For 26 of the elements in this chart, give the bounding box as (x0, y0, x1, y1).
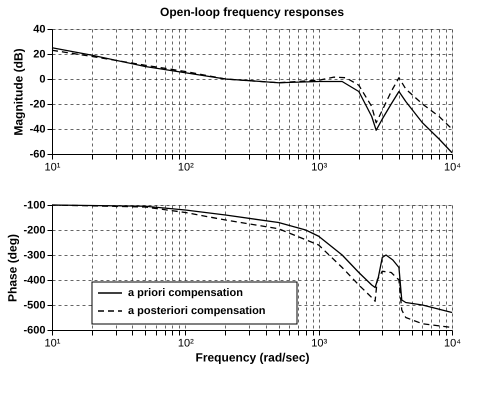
y-tick-label: -20 (30, 98, 46, 110)
y-tick-label: -600 (23, 324, 46, 336)
y-tick-label: 40 (33, 24, 46, 36)
x-axis-title: Frequency (rad/sec) (195, 350, 310, 364)
y-axis-title: Phase (deg) (5, 234, 20, 302)
x-tick-label: 10⁴ (444, 162, 462, 174)
y-tick-label: 20 (33, 48, 46, 60)
legend-label: a priori compensation (128, 287, 244, 299)
y-tick-label: -60 (30, 148, 46, 160)
x-tick-label: 10² (178, 162, 194, 174)
y-tick-label: -40 (30, 124, 46, 136)
y-tick-label: -200 (23, 224, 46, 236)
y-tick-label: -300 (23, 250, 46, 262)
x-tick-label: 10² (178, 338, 194, 350)
x-tick-label: 10¹ (44, 338, 61, 350)
y-tick-label: -400 (23, 274, 46, 286)
x-tick-label: 10³ (311, 338, 328, 350)
legend-label: a posteriori compensation (128, 305, 266, 317)
x-tick-label: 10⁴ (444, 338, 462, 350)
y-tick-label: -500 (23, 300, 46, 312)
chart-title: Open-loop frequency responses (160, 5, 344, 19)
x-tick-label: 10¹ (44, 162, 61, 174)
y-tick-label: -100 (23, 200, 46, 212)
y-tick-label: 0 (39, 74, 46, 86)
y-axis-title: Magnitude (dB) (12, 48, 26, 136)
x-tick-label: 10³ (311, 162, 328, 174)
